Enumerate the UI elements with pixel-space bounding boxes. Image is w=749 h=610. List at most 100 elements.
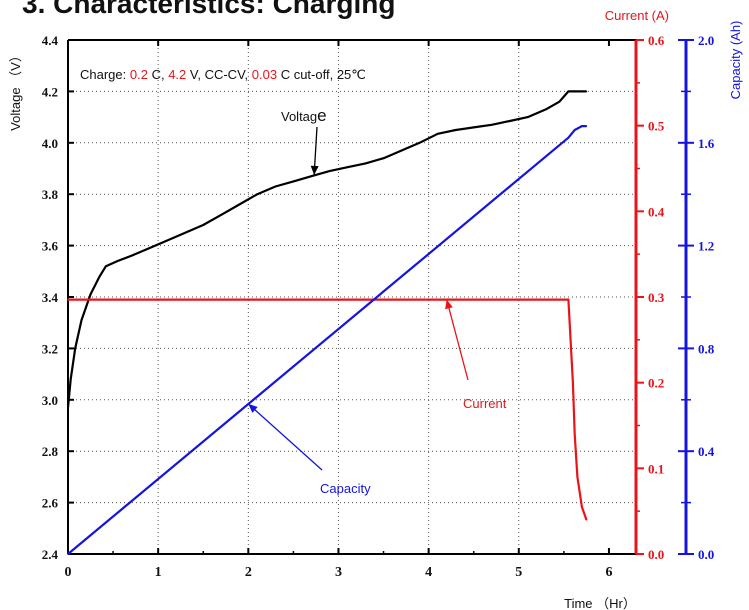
voltage-tick-label: 4.2	[42, 84, 58, 99]
data-point-voltage	[472, 126, 475, 129]
current-tick-label: 0.5	[648, 119, 665, 134]
voltage-tick-label: 3.8	[42, 187, 59, 202]
chart-title: 3. Characteristics: Charging	[22, 0, 396, 19]
voltage-annotation-text: Voltag	[281, 109, 317, 124]
capacity-tick-label: 2.0	[698, 33, 714, 48]
note-mid1: C,	[148, 67, 168, 82]
x-tick-label: 3	[335, 565, 342, 580]
data-point-capacity	[573, 129, 576, 131]
capacity-annotation-arrow-line	[247, 403, 323, 471]
data-point-voltage	[148, 247, 150, 249]
data-point-voltage	[545, 108, 547, 111]
voltage-annotation-arrow-head	[310, 165, 319, 175]
data-point-voltage	[436, 133, 439, 135]
data-point-current	[572, 381, 574, 384]
data-point-voltage	[238, 203, 241, 206]
voltage-tick-label: 4.0	[42, 136, 58, 151]
capacity-tick-label: 0.4	[698, 444, 715, 459]
note-mid2: V, CC-CV,	[186, 67, 252, 82]
x-tick-label: 6	[605, 565, 612, 580]
axis-ticks: 0 1 2 3 4 5 6 2.4 2.6 2.8 3.0 3.2 3.4 3.6 3.8 4.0 4.2 4.4…	[42, 33, 715, 580]
y-axis-label-current: Current (A)	[605, 8, 669, 23]
voltage-tick-label: 2.8	[42, 444, 59, 459]
voltage-annotation-text-big: e	[317, 106, 326, 125]
data-point-voltage	[67, 406, 69, 409]
data-point-capacity	[585, 125, 588, 127]
annotations: Voltage Current Capacity	[247, 106, 507, 496]
capacity-tick-label: 0.8	[698, 341, 715, 356]
data-point-current	[567, 298, 570, 301]
data-point-voltage	[567, 90, 570, 93]
series-line-voltage	[66, 90, 587, 408]
y-axis-label-voltage: Voltage （V）	[8, 49, 23, 131]
capacity-annotation-label: Capacity	[320, 481, 371, 496]
data-point-capacity	[581, 125, 583, 127]
data-point-voltage	[328, 170, 331, 172]
data-point-voltage	[69, 378, 72, 381]
data-point-voltage	[400, 149, 403, 152]
data-point-voltage	[382, 157, 385, 159]
voltage-annotation-label: Voltage	[281, 106, 327, 125]
data-point-current	[67, 298, 69, 301]
note-voltage: 4.2	[168, 67, 186, 82]
voltage-tick-label: 4.4	[42, 33, 59, 48]
grid-lines	[68, 40, 636, 554]
current-annotation-arrow-line	[446, 299, 469, 381]
data-point-voltage	[364, 162, 367, 165]
data-point-voltage	[585, 90, 588, 93]
data-point-voltage	[220, 214, 223, 216]
charge-conditions-note: Charge: 0.2 C, 4.2 V, CC-CV, 0.03 C cut-…	[80, 67, 366, 82]
data-point-voltage	[576, 90, 579, 93]
current-tick-label: 0.1	[648, 461, 664, 476]
y-axis-label-capacity: Capacity (Ah)	[728, 21, 743, 100]
x-tick-label: 2	[245, 565, 252, 580]
data-series	[66, 90, 588, 555]
voltage-tick-label: 2.4	[42, 547, 59, 562]
data-point-capacity	[567, 136, 570, 139]
current-tick-label: 0.0	[648, 547, 664, 562]
data-point-current	[585, 518, 588, 521]
x-tick-label: 1	[155, 565, 162, 580]
data-point-voltage	[116, 260, 119, 262]
data-point-voltage	[274, 185, 277, 188]
data-point-voltage	[184, 232, 186, 234]
note-suffix: C cut-off, 25℃	[277, 67, 366, 82]
data-point-voltage	[509, 120, 511, 122]
x-tick-label: 4	[425, 565, 432, 580]
data-point-voltage	[418, 142, 421, 144]
current-tick-label: 0.4	[648, 204, 665, 219]
current-tick-label: 0.3	[648, 290, 665, 305]
voltage-tick-label: 3.2	[42, 341, 58, 356]
capacity-tick-label: 1.2	[698, 239, 714, 254]
note-cutoff: 0.03	[252, 67, 277, 82]
note-rate: 0.2	[130, 67, 148, 82]
voltage-tick-label: 2.6	[42, 496, 59, 511]
data-point-voltage	[527, 116, 529, 118]
data-point-capacity	[67, 553, 69, 555]
x-tick-label: 0	[65, 565, 72, 580]
data-point-voltage	[98, 275, 101, 278]
current-tick-label: 0.6	[648, 33, 665, 48]
data-point-voltage	[130, 255, 132, 257]
data-point-voltage	[292, 180, 295, 183]
data-point-voltage	[256, 193, 259, 195]
data-point-voltage	[202, 224, 204, 226]
capacity-tick-label: 1.6	[698, 136, 715, 151]
data-point-voltage	[166, 239, 168, 242]
current-tick-label: 0.2	[648, 376, 664, 391]
data-point-voltage	[558, 100, 561, 103]
data-point-current	[573, 433, 576, 435]
data-point-voltage	[346, 166, 349, 168]
data-point-voltage	[490, 124, 493, 126]
current-annotation-arrow-head	[445, 299, 453, 310]
data-point-voltage	[80, 319, 83, 321]
data-point-voltage	[454, 129, 457, 131]
data-point-voltage	[310, 175, 313, 177]
data-point-voltage	[74, 347, 76, 350]
x-axis-label: Time （Hr）	[564, 596, 636, 610]
current-annotation-label: Current	[463, 396, 507, 411]
voltage-tick-label: 3.4	[42, 290, 59, 305]
x-tick-label: 5	[515, 565, 522, 580]
voltage-tick-label: 3.0	[42, 393, 58, 408]
voltage-tick-label: 3.6	[42, 239, 59, 254]
